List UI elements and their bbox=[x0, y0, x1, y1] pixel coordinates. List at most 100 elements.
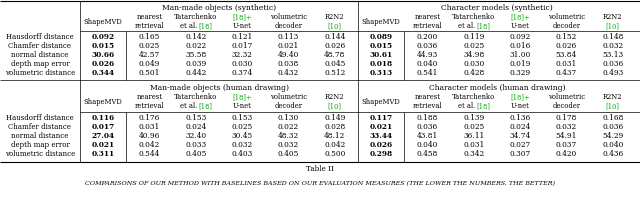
Text: volumetric: volumetric bbox=[548, 13, 585, 21]
Text: 0.298: 0.298 bbox=[370, 150, 393, 158]
Text: 34.74: 34.74 bbox=[509, 132, 531, 140]
Text: Man-made objects (synthetic): Man-made objects (synthetic) bbox=[162, 4, 276, 12]
Text: 0.030: 0.030 bbox=[232, 60, 253, 68]
Text: 0.017: 0.017 bbox=[232, 42, 253, 50]
Text: decoder: decoder bbox=[552, 102, 580, 110]
Text: Table II: Table II bbox=[306, 165, 334, 173]
Text: et al.: et al. bbox=[180, 22, 198, 30]
Text: 0.026: 0.026 bbox=[324, 42, 346, 50]
Text: 0.026: 0.026 bbox=[370, 141, 393, 149]
Text: 0.344: 0.344 bbox=[92, 69, 115, 77]
Text: 48.32: 48.32 bbox=[278, 132, 299, 140]
Text: 0.139: 0.139 bbox=[463, 114, 484, 122]
Text: ShapeMVD: ShapeMVD bbox=[84, 18, 122, 26]
Text: nearest: nearest bbox=[415, 93, 440, 101]
Text: [18]: [18] bbox=[199, 102, 213, 110]
Text: 0.036: 0.036 bbox=[417, 123, 438, 131]
Text: et al.: et al. bbox=[180, 102, 198, 110]
Text: 0.049: 0.049 bbox=[139, 60, 160, 68]
Text: 0.031: 0.031 bbox=[139, 123, 160, 131]
Text: volumetric: volumetric bbox=[270, 13, 307, 21]
Text: 0.042: 0.042 bbox=[139, 141, 160, 149]
Text: 0.148: 0.148 bbox=[602, 33, 623, 41]
Text: 0.311: 0.311 bbox=[92, 150, 115, 158]
Text: 0.374: 0.374 bbox=[232, 69, 253, 77]
Text: 0.342: 0.342 bbox=[463, 150, 484, 158]
Text: 0.178: 0.178 bbox=[556, 114, 577, 122]
Text: 0.153: 0.153 bbox=[185, 114, 207, 122]
Text: 42.57: 42.57 bbox=[139, 51, 160, 59]
Text: [18]: [18] bbox=[477, 102, 491, 110]
Text: U-net: U-net bbox=[511, 22, 530, 30]
Text: 0.021: 0.021 bbox=[92, 141, 115, 149]
Text: 0.032: 0.032 bbox=[232, 141, 253, 149]
Text: [18]: [18] bbox=[199, 22, 213, 30]
Text: Chamfer distance: Chamfer distance bbox=[8, 42, 72, 50]
Text: 0.403: 0.403 bbox=[232, 150, 253, 158]
Text: normal distance: normal distance bbox=[12, 51, 68, 59]
Text: 0.142: 0.142 bbox=[185, 33, 207, 41]
Text: 0.307: 0.307 bbox=[509, 150, 531, 158]
Text: ShapeMVD: ShapeMVD bbox=[84, 97, 122, 105]
Text: 0.036: 0.036 bbox=[417, 42, 438, 50]
Text: 0.544: 0.544 bbox=[139, 150, 160, 158]
Text: 0.025: 0.025 bbox=[463, 123, 484, 131]
Text: 0.030: 0.030 bbox=[463, 60, 484, 68]
Text: 0.149: 0.149 bbox=[324, 114, 346, 122]
Text: 0.028: 0.028 bbox=[324, 123, 346, 131]
Text: 0.436: 0.436 bbox=[602, 150, 623, 158]
Text: 0.152: 0.152 bbox=[556, 33, 577, 41]
Text: 0.500: 0.500 bbox=[324, 150, 346, 158]
Text: 0.116: 0.116 bbox=[92, 114, 115, 122]
Text: Character models (synthetic): Character models (synthetic) bbox=[441, 4, 553, 12]
Text: 0.031: 0.031 bbox=[463, 141, 484, 149]
Text: 34.98: 34.98 bbox=[463, 51, 484, 59]
Text: 49.40: 49.40 bbox=[278, 51, 299, 59]
Text: depth map error: depth map error bbox=[11, 60, 69, 68]
Text: 0.036: 0.036 bbox=[602, 123, 623, 131]
Text: 0.022: 0.022 bbox=[278, 123, 299, 131]
Text: 0.442: 0.442 bbox=[185, 69, 207, 77]
Text: 0.031: 0.031 bbox=[556, 60, 577, 68]
Text: volumetric distance: volumetric distance bbox=[5, 69, 75, 77]
Text: 36.11: 36.11 bbox=[463, 132, 484, 140]
Text: retrieval: retrieval bbox=[413, 22, 442, 30]
Text: 0.033: 0.033 bbox=[185, 141, 206, 149]
Text: [18]+: [18]+ bbox=[510, 93, 530, 101]
Text: Tatarchenko: Tatarchenko bbox=[452, 93, 495, 101]
Text: U-net: U-net bbox=[233, 102, 252, 110]
Text: 0.512: 0.512 bbox=[324, 69, 346, 77]
Text: 0.501: 0.501 bbox=[139, 69, 160, 77]
Text: nearest: nearest bbox=[415, 13, 440, 21]
Text: normal distance: normal distance bbox=[12, 132, 68, 140]
Text: nearest: nearest bbox=[136, 13, 163, 21]
Text: 0.405: 0.405 bbox=[185, 150, 207, 158]
Text: 27.04: 27.04 bbox=[92, 132, 115, 140]
Text: decoder: decoder bbox=[552, 22, 580, 30]
Text: 54.29: 54.29 bbox=[602, 132, 623, 140]
Text: volumetric: volumetric bbox=[548, 93, 585, 101]
Text: 0.420: 0.420 bbox=[556, 150, 577, 158]
Text: 0.015: 0.015 bbox=[92, 42, 115, 50]
Text: 54.91: 54.91 bbox=[556, 132, 577, 140]
Text: 0.025: 0.025 bbox=[232, 123, 253, 131]
Text: 0.026: 0.026 bbox=[92, 60, 115, 68]
Text: 43.81: 43.81 bbox=[417, 132, 438, 140]
Text: retrieval: retrieval bbox=[413, 102, 442, 110]
Text: retrieval: retrieval bbox=[134, 102, 164, 110]
Text: 0.042: 0.042 bbox=[324, 141, 346, 149]
Text: 0.040: 0.040 bbox=[602, 141, 623, 149]
Text: 0.032: 0.032 bbox=[278, 141, 299, 149]
Text: [10]: [10] bbox=[606, 22, 620, 30]
Text: [10]: [10] bbox=[328, 102, 342, 110]
Text: 0.019: 0.019 bbox=[509, 60, 531, 68]
Text: 0.026: 0.026 bbox=[556, 42, 577, 50]
Text: [18]+: [18]+ bbox=[510, 13, 530, 21]
Text: [18]+: [18]+ bbox=[232, 13, 252, 21]
Text: 0.176: 0.176 bbox=[139, 114, 160, 122]
Text: retrieval: retrieval bbox=[134, 22, 164, 30]
Text: 30.45: 30.45 bbox=[232, 132, 253, 140]
Text: ShapeMVD: ShapeMVD bbox=[362, 18, 401, 26]
Text: 0.188: 0.188 bbox=[417, 114, 438, 122]
Text: 0.153: 0.153 bbox=[232, 114, 253, 122]
